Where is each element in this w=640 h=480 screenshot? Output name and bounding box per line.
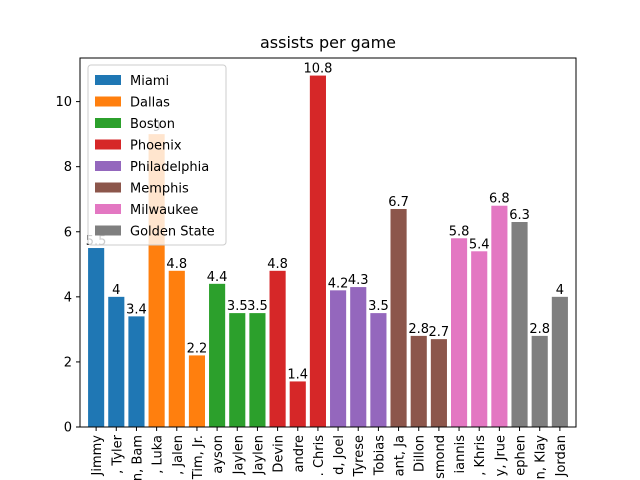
x-tick-label-10: Devin <box>272 435 287 473</box>
x-tick-label-7: ayson <box>211 435 226 474</box>
bar-12 <box>309 75 326 427</box>
x-axis: Jimmy , Tyler n, Bam , Luka , Jalen Tim, Jr. a… <box>90 427 569 480</box>
bar-13 <box>330 290 347 427</box>
data-label-14: 4.3 <box>348 273 369 288</box>
x-tick-label-12: . Chris <box>312 435 327 477</box>
x-tick-label-11: andre <box>292 435 307 473</box>
legend: Miami Dallas Boston Phoenix Philadelphia Memp… <box>87 64 227 246</box>
bar-24 <box>551 296 568 427</box>
x-tick-label-16: ant, Ja <box>393 435 408 476</box>
data-label-6: 2.2 <box>187 341 208 356</box>
legend-swatch-7 <box>95 204 121 214</box>
bar-9 <box>249 313 266 427</box>
x-tick-label-17: Dillon <box>413 435 428 472</box>
bar-20 <box>471 251 488 427</box>
legend-label-3: Boston <box>130 117 175 132</box>
bar-22 <box>511 222 528 427</box>
data-label-8: 3.5 <box>227 299 248 314</box>
x-tick-label-4: , Luka <box>151 435 166 474</box>
bar-2 <box>108 296 125 427</box>
y-tick-label-6: 6 <box>64 225 72 240</box>
plot-frame <box>79 57 577 428</box>
x-tick-label-9: Jaylen <box>251 435 266 475</box>
legend-label-8: Golden State <box>130 225 215 240</box>
x-tick-label-19: iannis <box>453 435 468 474</box>
bar-14 <box>350 287 367 427</box>
x-tick-label-20: , Khris <box>473 435 488 476</box>
legend-swatch-5 <box>95 161 121 171</box>
data-label-21: 6.8 <box>489 192 510 207</box>
x-tick-label-1: Jimmy <box>90 435 105 477</box>
data-label-23: 2.8 <box>529 322 550 337</box>
x-tick-label-6: Tim, Jr. <box>191 435 206 480</box>
y-tick-label-2: 2 <box>64 355 72 370</box>
legend-swatch-4 <box>95 139 121 150</box>
x-tick-label-18: smond <box>433 435 448 479</box>
bar-15 <box>370 313 387 427</box>
y-tick-label-8: 8 <box>64 160 72 175</box>
bars-group <box>88 75 568 427</box>
legend-swatch-2 <box>95 96 121 107</box>
x-tick-label-14: Tyrese <box>352 435 367 477</box>
y-tick-label-10: 10 <box>55 95 72 110</box>
bar-17 <box>410 335 427 427</box>
x-tick-label-2: , Tyler <box>110 434 125 473</box>
bar-11 <box>289 381 306 427</box>
bar-8 <box>229 313 246 427</box>
data-label-15: 3.5 <box>368 299 389 314</box>
x-tick-label-21: y, Jrue <box>493 435 508 476</box>
x-tick-label-3: n, Bam <box>130 435 145 480</box>
legend-label-6: Memphis <box>130 182 189 197</box>
bar-10 <box>269 270 286 427</box>
bar-3 <box>128 316 145 427</box>
bar-7 <box>209 283 226 427</box>
y-tick-label-0: 0 <box>64 421 72 436</box>
bar-21 <box>491 205 508 427</box>
x-tick-label-22: ephen <box>514 435 529 476</box>
legend-label-1: Miami <box>130 74 169 89</box>
data-label-17: 2.8 <box>408 322 429 337</box>
data-label-2: 4 <box>112 283 120 298</box>
bar-19 <box>450 238 468 427</box>
bar-1 <box>88 248 105 427</box>
x-tick-label-23: n, Klay <box>534 435 549 480</box>
legend-box <box>87 64 227 246</box>
chart-title: assists per game <box>260 33 396 52</box>
legend-swatch-6 <box>95 182 121 193</box>
legend-swatch-1 <box>95 75 121 85</box>
data-label-5: 4.8 <box>166 257 187 272</box>
data-label-22: 6.3 <box>509 208 530 223</box>
legend-label-7: Milwaukee <box>130 203 198 218</box>
x-tick-label-8: Jaylen <box>231 435 246 475</box>
data-label-19: 5.8 <box>449 224 470 239</box>
data-label-10: 4.8 <box>267 257 288 272</box>
x-tick-label-5: , Jalen <box>171 435 186 475</box>
legend-label-2: Dallas <box>130 96 170 111</box>
data-label-16: 6.7 <box>388 195 409 210</box>
data-label-24: 4 <box>556 283 564 298</box>
bar-23 <box>531 335 548 427</box>
bar-16 <box>390 208 407 427</box>
bar-18 <box>430 339 447 427</box>
data-label-20: 5.4 <box>469 237 490 252</box>
bar-5 <box>168 270 185 427</box>
data-label-3: 3.4 <box>126 302 147 317</box>
legend-label-4: Phoenix <box>130 139 182 154</box>
x-tick-label-13: d, Joel <box>332 435 347 475</box>
data-label-18: 2.7 <box>429 325 450 340</box>
legend-swatch-8 <box>95 225 121 236</box>
bar-6 <box>188 355 206 427</box>
data-label-11: 1.4 <box>287 367 308 382</box>
legend-label-5: Philadelphia <box>130 160 209 175</box>
data-label-7: 4.4 <box>207 270 228 285</box>
y-tick-label-4: 4 <box>64 290 72 305</box>
data-label-9: 3.5 <box>247 299 268 314</box>
x-tick-label-24: Jordan <box>554 435 569 477</box>
x-tick-label-15: Tobias <box>372 435 387 477</box>
y-axis: 0 2 4 6 8 10 <box>55 95 80 436</box>
data-label-13: 4.2 <box>328 276 349 291</box>
legend-swatch-3 <box>95 118 121 128</box>
data-label-12: 10.8 <box>303 62 332 77</box>
